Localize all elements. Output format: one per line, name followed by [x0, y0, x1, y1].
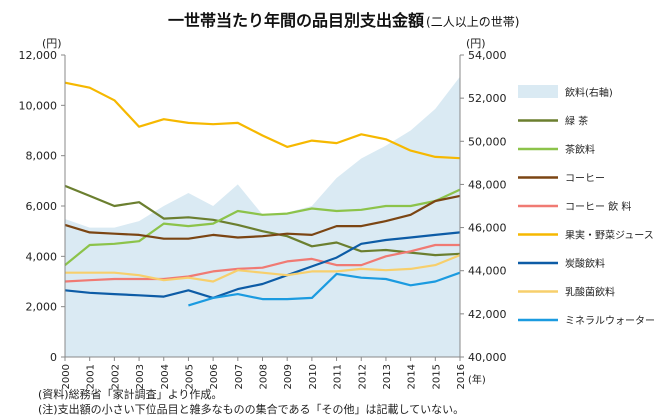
- x-tick-label: 2010: [308, 364, 319, 389]
- legend-swatch-area: [518, 85, 558, 98]
- series-line-7: [65, 254, 461, 283]
- legend-label-5: 果実・野菜ジュース: [565, 229, 654, 242]
- chart-title-main: 一世帯当たり年間の品目別支出金額: [168, 11, 424, 30]
- source-note: (資料)総務省「家計調査」より作成。: [38, 388, 223, 401]
- series-line-8: [188, 271, 461, 307]
- x-tick-label: 2006: [209, 364, 220, 389]
- series-line-4: [64, 243, 460, 283]
- legend-label-2: 茶飲料: [565, 143, 595, 156]
- series-line-5: [64, 81, 461, 160]
- left-tick-label: 12,000: [19, 49, 58, 62]
- x-tick-label: 2014: [407, 364, 418, 389]
- x-tick-label: 2001: [86, 364, 97, 389]
- line-series-layer: [64, 81, 461, 307]
- x-tick-label: 2002: [110, 364, 121, 389]
- axes-layer: 0 2,000 4,000 6,000 8,000 10,000 12,000 40,000 4…: [19, 37, 507, 389]
- x-tick-label: 2015: [431, 364, 442, 389]
- legend-label-7: 乳酸菌飲料: [565, 286, 615, 299]
- right-tick-label: 42,000: [468, 308, 507, 321]
- right-tick-label: 46,000: [468, 222, 507, 235]
- legend-label-4: コーヒー 飲 料: [565, 200, 631, 213]
- legend-label-1: 緑 茶: [565, 115, 588, 128]
- right-axis-unit: (円): [466, 37, 486, 50]
- right-tick-label: 44,000: [468, 265, 507, 278]
- x-tick-label: 2011: [333, 364, 344, 389]
- x-tick-label: 2013: [382, 364, 393, 389]
- x-tick-label: 2005: [184, 364, 195, 389]
- area-series-layer: [65, 76, 460, 358]
- left-tick-label: 10,000: [19, 99, 58, 112]
- x-axis-unit: (年): [468, 373, 486, 386]
- legend-label-area: 飲料(右軸): [565, 86, 613, 99]
- left-tick-label: 8,000: [26, 150, 58, 163]
- series-line-6: [64, 231, 461, 299]
- legend-label-8: ミネラルウォーター: [565, 315, 655, 327]
- left-tick-label: 0: [50, 351, 57, 364]
- right-tick-label: 50,000: [468, 135, 507, 148]
- legend-label-3: コーヒー: [565, 173, 605, 185]
- x-tick-label: 2004: [160, 364, 171, 389]
- x-tick-label: 2007: [234, 364, 245, 389]
- right-tick-label: 54,000: [468, 49, 507, 62]
- title-layer: 一世帯当たり年間の品目別支出金額 (二人以上の世帯): [168, 11, 519, 30]
- chart-subtitle: (二人以上の世帯): [426, 15, 519, 29]
- series-line-2: [64, 188, 461, 266]
- left-tick-label: 2,000: [26, 301, 58, 314]
- right-tick-label: 48,000: [468, 178, 507, 191]
- series-line-3: [64, 194, 461, 240]
- right-tick-label: 52,000: [468, 92, 507, 105]
- x-tick-label: 2012: [357, 364, 368, 389]
- x-tick-label: 2008: [259, 364, 270, 389]
- chart-title: 一世帯当たり年間の品目別支出金額 (二人以上の世帯): [168, 11, 519, 30]
- right-tick-label: 40,000: [468, 351, 507, 364]
- x-tick-label: 2000: [61, 364, 72, 389]
- series-line-1: [64, 184, 461, 257]
- left-tick-label: 6,000: [26, 200, 58, 213]
- left-tick-label: 4,000: [26, 250, 58, 263]
- legend-label-6: 炭酸飲料: [565, 257, 605, 270]
- area-series-beverages: [65, 76, 460, 358]
- x-tick-label: 2009: [283, 364, 294, 389]
- footnote: (注)支出額の小さい下位品目と雑多なものの集合である「その他」は記載していない。: [38, 403, 465, 416]
- x-tick-label: 2016: [456, 364, 467, 389]
- x-tick-label: 2003: [135, 364, 146, 389]
- left-axis-unit: (円): [42, 37, 62, 50]
